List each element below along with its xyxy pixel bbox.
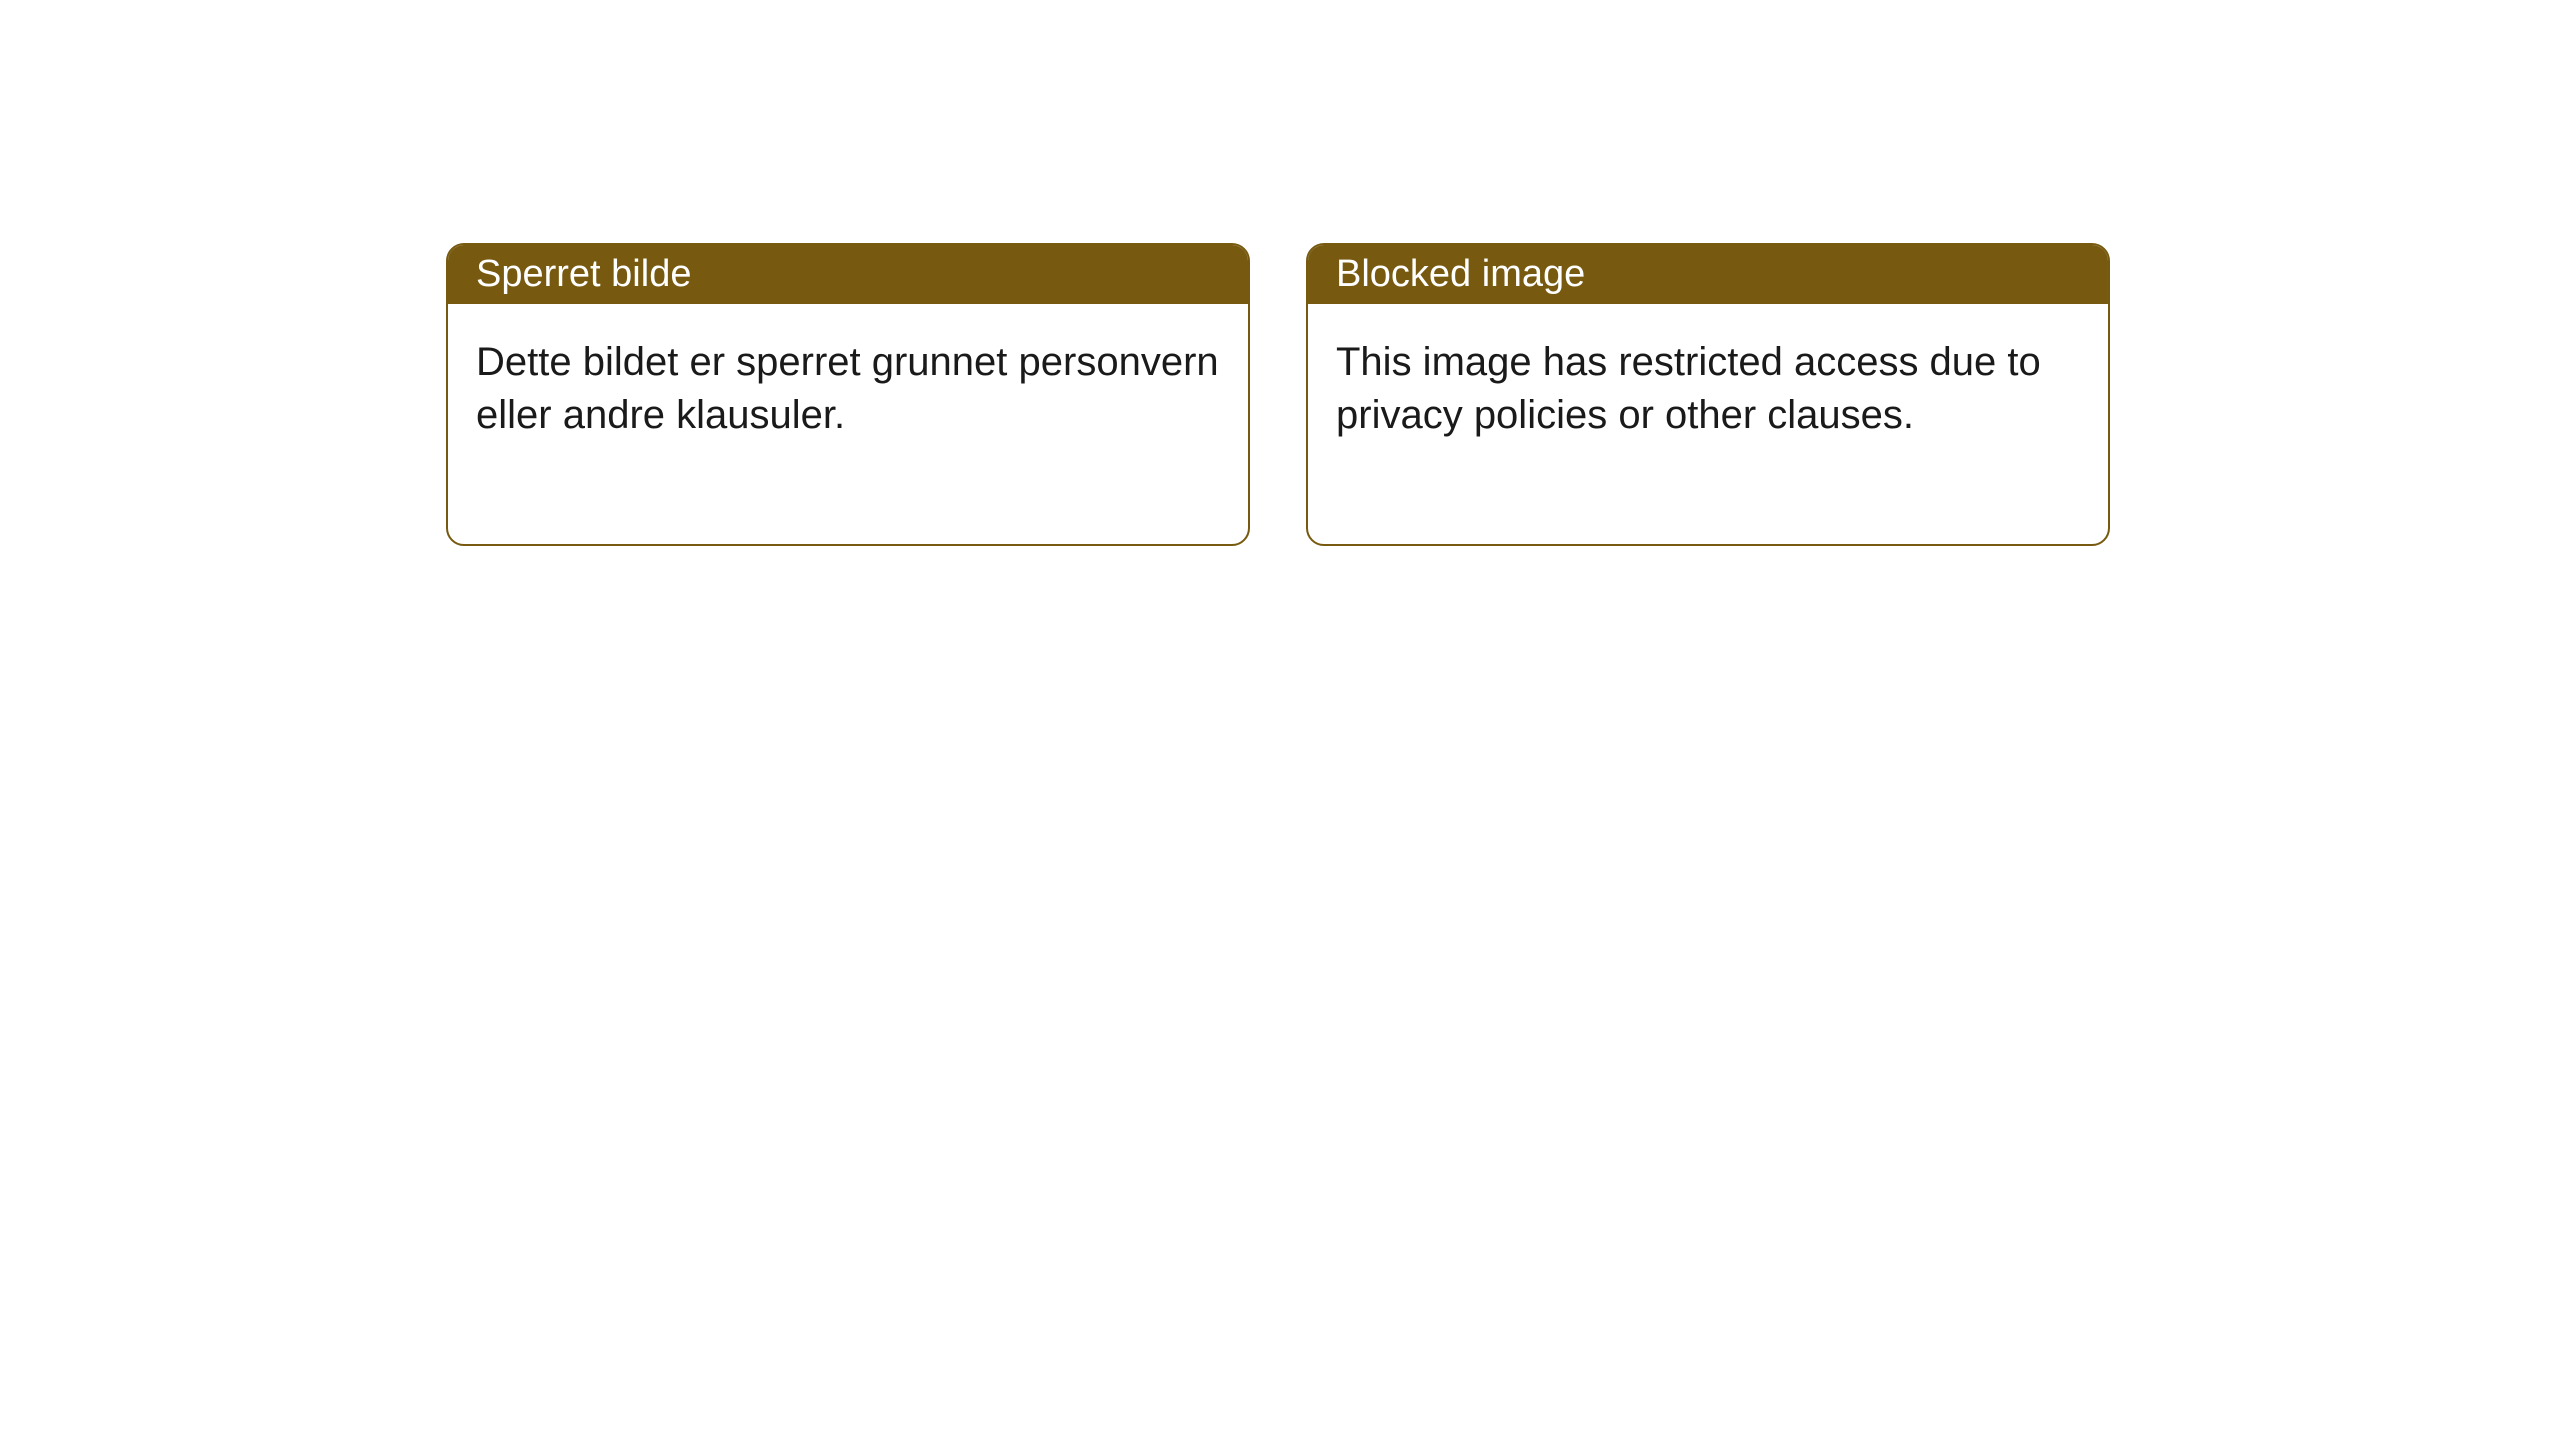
blocked-image-notice-row: Sperret bilde Dette bildet er sperret gr… xyxy=(0,0,2560,546)
panel-title-english: Blocked image xyxy=(1308,245,2108,304)
panel-norwegian: Sperret bilde Dette bildet er sperret gr… xyxy=(446,243,1250,546)
panel-body-norwegian: Dette bildet er sperret grunnet personve… xyxy=(448,304,1248,544)
panel-english: Blocked image This image has restricted … xyxy=(1306,243,2110,546)
panel-title-norwegian: Sperret bilde xyxy=(448,245,1248,304)
panel-body-english: This image has restricted access due to … xyxy=(1308,304,2108,544)
